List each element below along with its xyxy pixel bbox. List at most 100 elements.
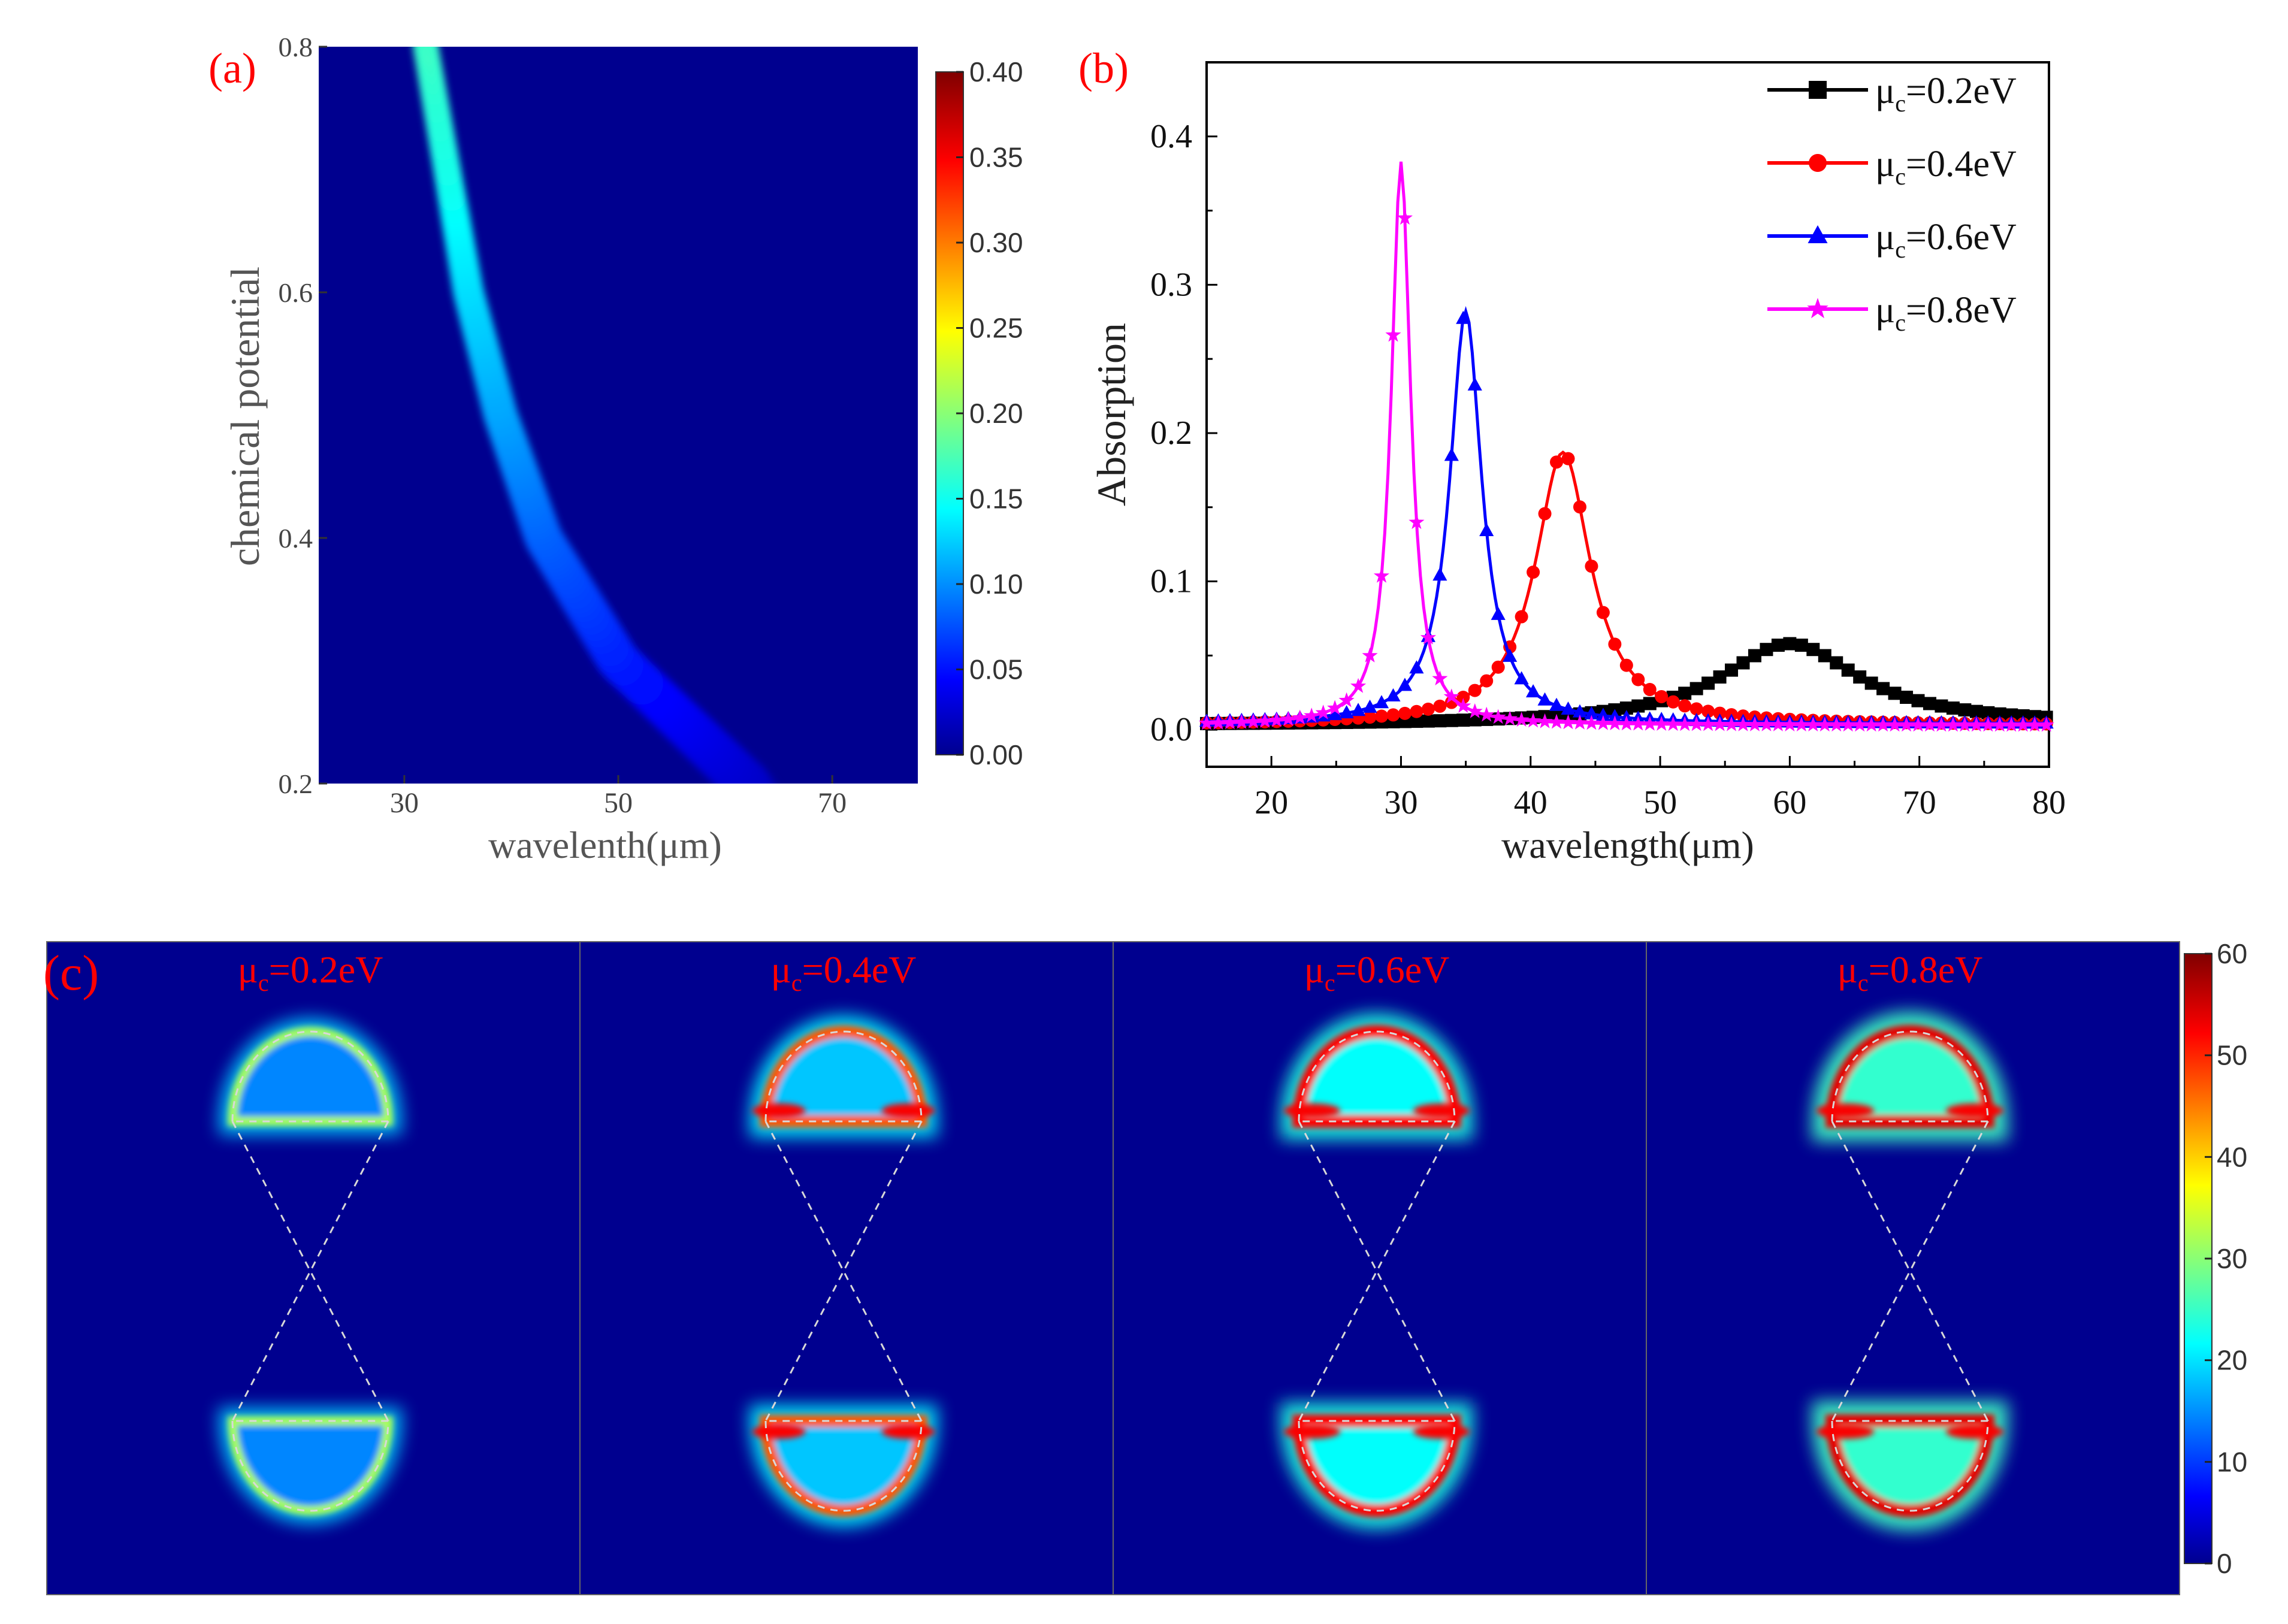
outline-cross-line [231,1121,389,1422]
field-hotspot [1413,1103,1470,1118]
b-series-marker [1993,707,2006,721]
ridge-core-segment [755,796,759,802]
ridge-core-segment [743,780,751,784]
ridge-mid-segment [759,802,763,808]
panel-b-line-chart: (b) 20 30 40 50 60 70 80 0.0 0.1 0.2 0.3 0.4 μc=0.2… [1078,44,2066,866]
b-series-marker [1875,716,1891,732]
panel-c-map-group: μc=0.2eV μc=0.4eV μc=0.6eV μc=0.8eV [46,941,2180,1595]
b-series-marker [1665,716,1681,731]
field-map-2: μc=0.6eV [1113,941,1647,1595]
b-series-marker [1619,658,1633,672]
b-ytick-label: 0.3 [1150,266,1192,303]
a-colorbar-tick-label: 0.35 [969,142,1023,173]
a-colorbar-tick-label: 0.15 [969,483,1023,515]
b-series-marker [1793,716,1809,731]
a-ytick-label: 0.4 [279,523,313,554]
panel-b-ticks: 20 30 40 50 60 70 80 0.0 0.1 0.2 0.3 0.4 [1150,118,2066,821]
b-series-marker [1631,699,1645,713]
b-series-marker [1432,670,1448,686]
b-series-marker [1935,699,1948,713]
b-legend-marker [1809,154,1827,172]
field-hotspot [1946,1425,2003,1439]
b-series-marker [1863,716,1879,732]
b-series-marker [1818,649,1831,663]
c-colorbar-tick-label: 0 [2217,1548,2232,1579]
b-series-marker [1339,705,1354,719]
ridge-core-segment [759,802,763,808]
b-series-marker [1397,210,1413,225]
b-series-marker [1538,507,1552,521]
b-ytick-label: 0.1 [1150,563,1192,600]
panel-b-series [1198,161,2054,732]
b-series-marker [1513,712,1530,727]
b-series-marker [1362,647,1378,663]
panel-c-colorbar-ticks: 0 10 20 30 40 50 60 [2205,938,2247,1579]
b-series-marker [1397,678,1413,691]
b-legend-label: μc=0.2eV [1875,71,2017,117]
b-series-marker [1783,637,1797,651]
b-series-marker [1550,455,1564,469]
b-legend-label: μc=0.4eV [1875,144,2017,190]
b-series-marker [1468,713,1482,727]
b-series-marker [1805,716,1821,731]
outline-top-semicircle [764,1030,923,1123]
ridge-core-segment [764,808,768,814]
b-series-marker [1503,648,1518,662]
b-series-marker [1268,712,1284,727]
b-ytick-label: 0.4 [1150,118,1192,155]
b-series-marker [1432,567,1447,581]
ridge-glow-segment [743,777,775,784]
panel-a-colorbar-ticks: 0.00 0.05 0.10 0.15 0.20 0.25 0.30 0.35 0.40 [956,56,1023,770]
b-series-marker [1409,660,1424,674]
b-series-marker [1480,674,1494,688]
panel-c-field-maps: μc=0.2eV μc=0.4eV μc=0.6eV μc=0.8eV (c) 0 10… [43,938,2247,1595]
panel-b-label: (b) [1078,44,1129,92]
b-series-marker [1327,700,1343,715]
c-colorbar-tick-label: 20 [2217,1345,2247,1376]
b-series-marker [1375,709,1389,723]
b-series-marker [1328,707,1343,721]
panel-a-y-ticks: 0.2 0.4 0.6 0.8 [279,32,327,799]
b-xtick-label: 60 [1773,784,1806,821]
b-series-marker [1584,706,1599,719]
b-series-marker [1760,643,1773,657]
b-series-marker [1980,716,1996,732]
b-series-marker [1491,606,1506,620]
panel-a-heatmap: (a) 30 50 70 0.2 0.4 0.6 0.8 wavelenth(μm) ch… [208,32,1023,866]
b-series-marker [1713,706,1727,720]
b-series-marker [1363,710,1377,724]
b-series-marker [1910,716,1926,732]
c-colorbar-tick-label: 50 [2217,1040,2247,1071]
b-series-marker [1981,706,1995,719]
b-series-marker [1583,715,1600,730]
c-colorbar-tick-label: 40 [2217,1141,2247,1172]
b-series-marker [1735,716,1751,731]
panel-a-ylabel: chemical potential [222,267,268,566]
b-series-marker [1292,709,1308,725]
b-series-marker [1315,704,1331,720]
b-series-marker [1969,704,1983,718]
b-series-marker [1455,698,1471,713]
b-series-marker [1713,670,1727,684]
b-ytick-label: 0.2 [1150,415,1192,452]
b-series-marker [1373,567,1390,583]
b-series-marker [1386,688,1401,701]
panel-c-label: (c) [43,945,99,1001]
b-series-marker [1900,690,1914,704]
b-series-marker [1385,326,1401,342]
b-series-marker [1210,715,1226,730]
a-colorbar-tick-label: 0.40 [969,56,1023,87]
b-series-3 [1198,161,2054,732]
b-legend-label: μc=0.6eV [1875,217,2017,263]
field-map-0: μc=0.2eV [46,941,581,1595]
b-series-marker [1887,716,1903,732]
b-series-marker [1456,691,1470,704]
b-series-marker [1700,716,1716,731]
b-series-marker [1957,716,1973,732]
b-series-marker [1234,713,1250,729]
panel-a-x-ticks: 30 50 70 [390,775,847,819]
b-series-marker [2027,716,2043,732]
b-series-marker [1409,514,1425,530]
b-series-marker [2003,716,2020,732]
